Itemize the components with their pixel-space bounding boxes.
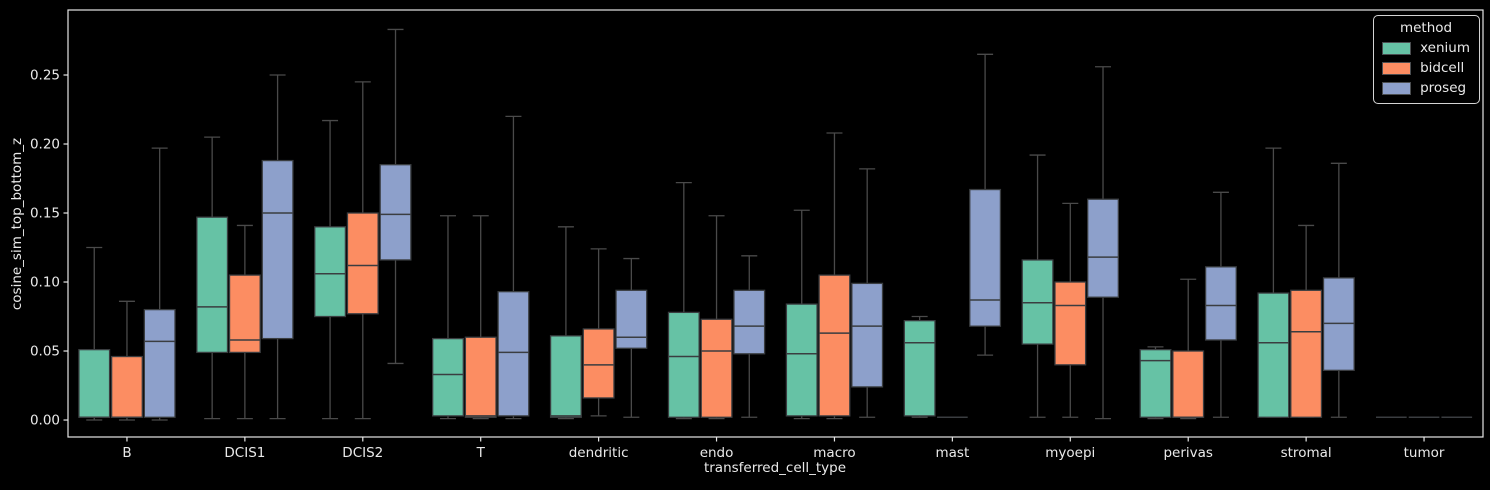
legend-swatch-xenium: [1382, 41, 1412, 55]
svg-text:0.25: 0.25: [30, 68, 60, 84]
svg-text:B: B: [122, 445, 131, 461]
legend: method xenium bidcell proseg: [1373, 15, 1480, 104]
svg-text:0.15: 0.15: [30, 206, 60, 222]
svg-text:0.00: 0.00: [30, 413, 60, 429]
legend-item-bidcell: bidcell: [1382, 60, 1470, 76]
legend-title: method: [1399, 20, 1453, 36]
svg-text:mast: mast: [936, 445, 970, 461]
svg-text:myoepi: myoepi: [1045, 445, 1095, 461]
y-axis-label: cosine_sim_top_bottom_z: [9, 137, 25, 311]
legend-label-proseg: proseg: [1420, 80, 1467, 96]
svg-text:0.20: 0.20: [30, 137, 60, 153]
svg-text:endo: endo: [700, 445, 734, 461]
svg-text:stromal: stromal: [1281, 445, 1332, 461]
legend-swatch-proseg: [1382, 81, 1412, 95]
svg-text:tumor: tumor: [1404, 445, 1445, 461]
svg-text:0.10: 0.10: [30, 275, 60, 291]
svg-text:dendritic: dendritic: [569, 445, 629, 461]
legend-swatch-bidcell: [1382, 61, 1412, 75]
svg-text:perivas: perivas: [1163, 445, 1212, 461]
svg-text:DCIS1: DCIS1: [224, 445, 265, 461]
legend-item-xenium: xenium: [1382, 40, 1470, 56]
legend-item-proseg: proseg: [1382, 80, 1470, 96]
svg-text:0.05: 0.05: [30, 344, 60, 360]
x-axis-label: transferred_cell_type: [703, 460, 847, 476]
legend-label-bidcell: bidcell: [1420, 60, 1465, 76]
svg-text:T: T: [476, 445, 486, 461]
legend-label-xenium: xenium: [1420, 40, 1470, 56]
svg-text:macro: macro: [813, 445, 855, 461]
svg-text:DCIS2: DCIS2: [342, 445, 383, 461]
